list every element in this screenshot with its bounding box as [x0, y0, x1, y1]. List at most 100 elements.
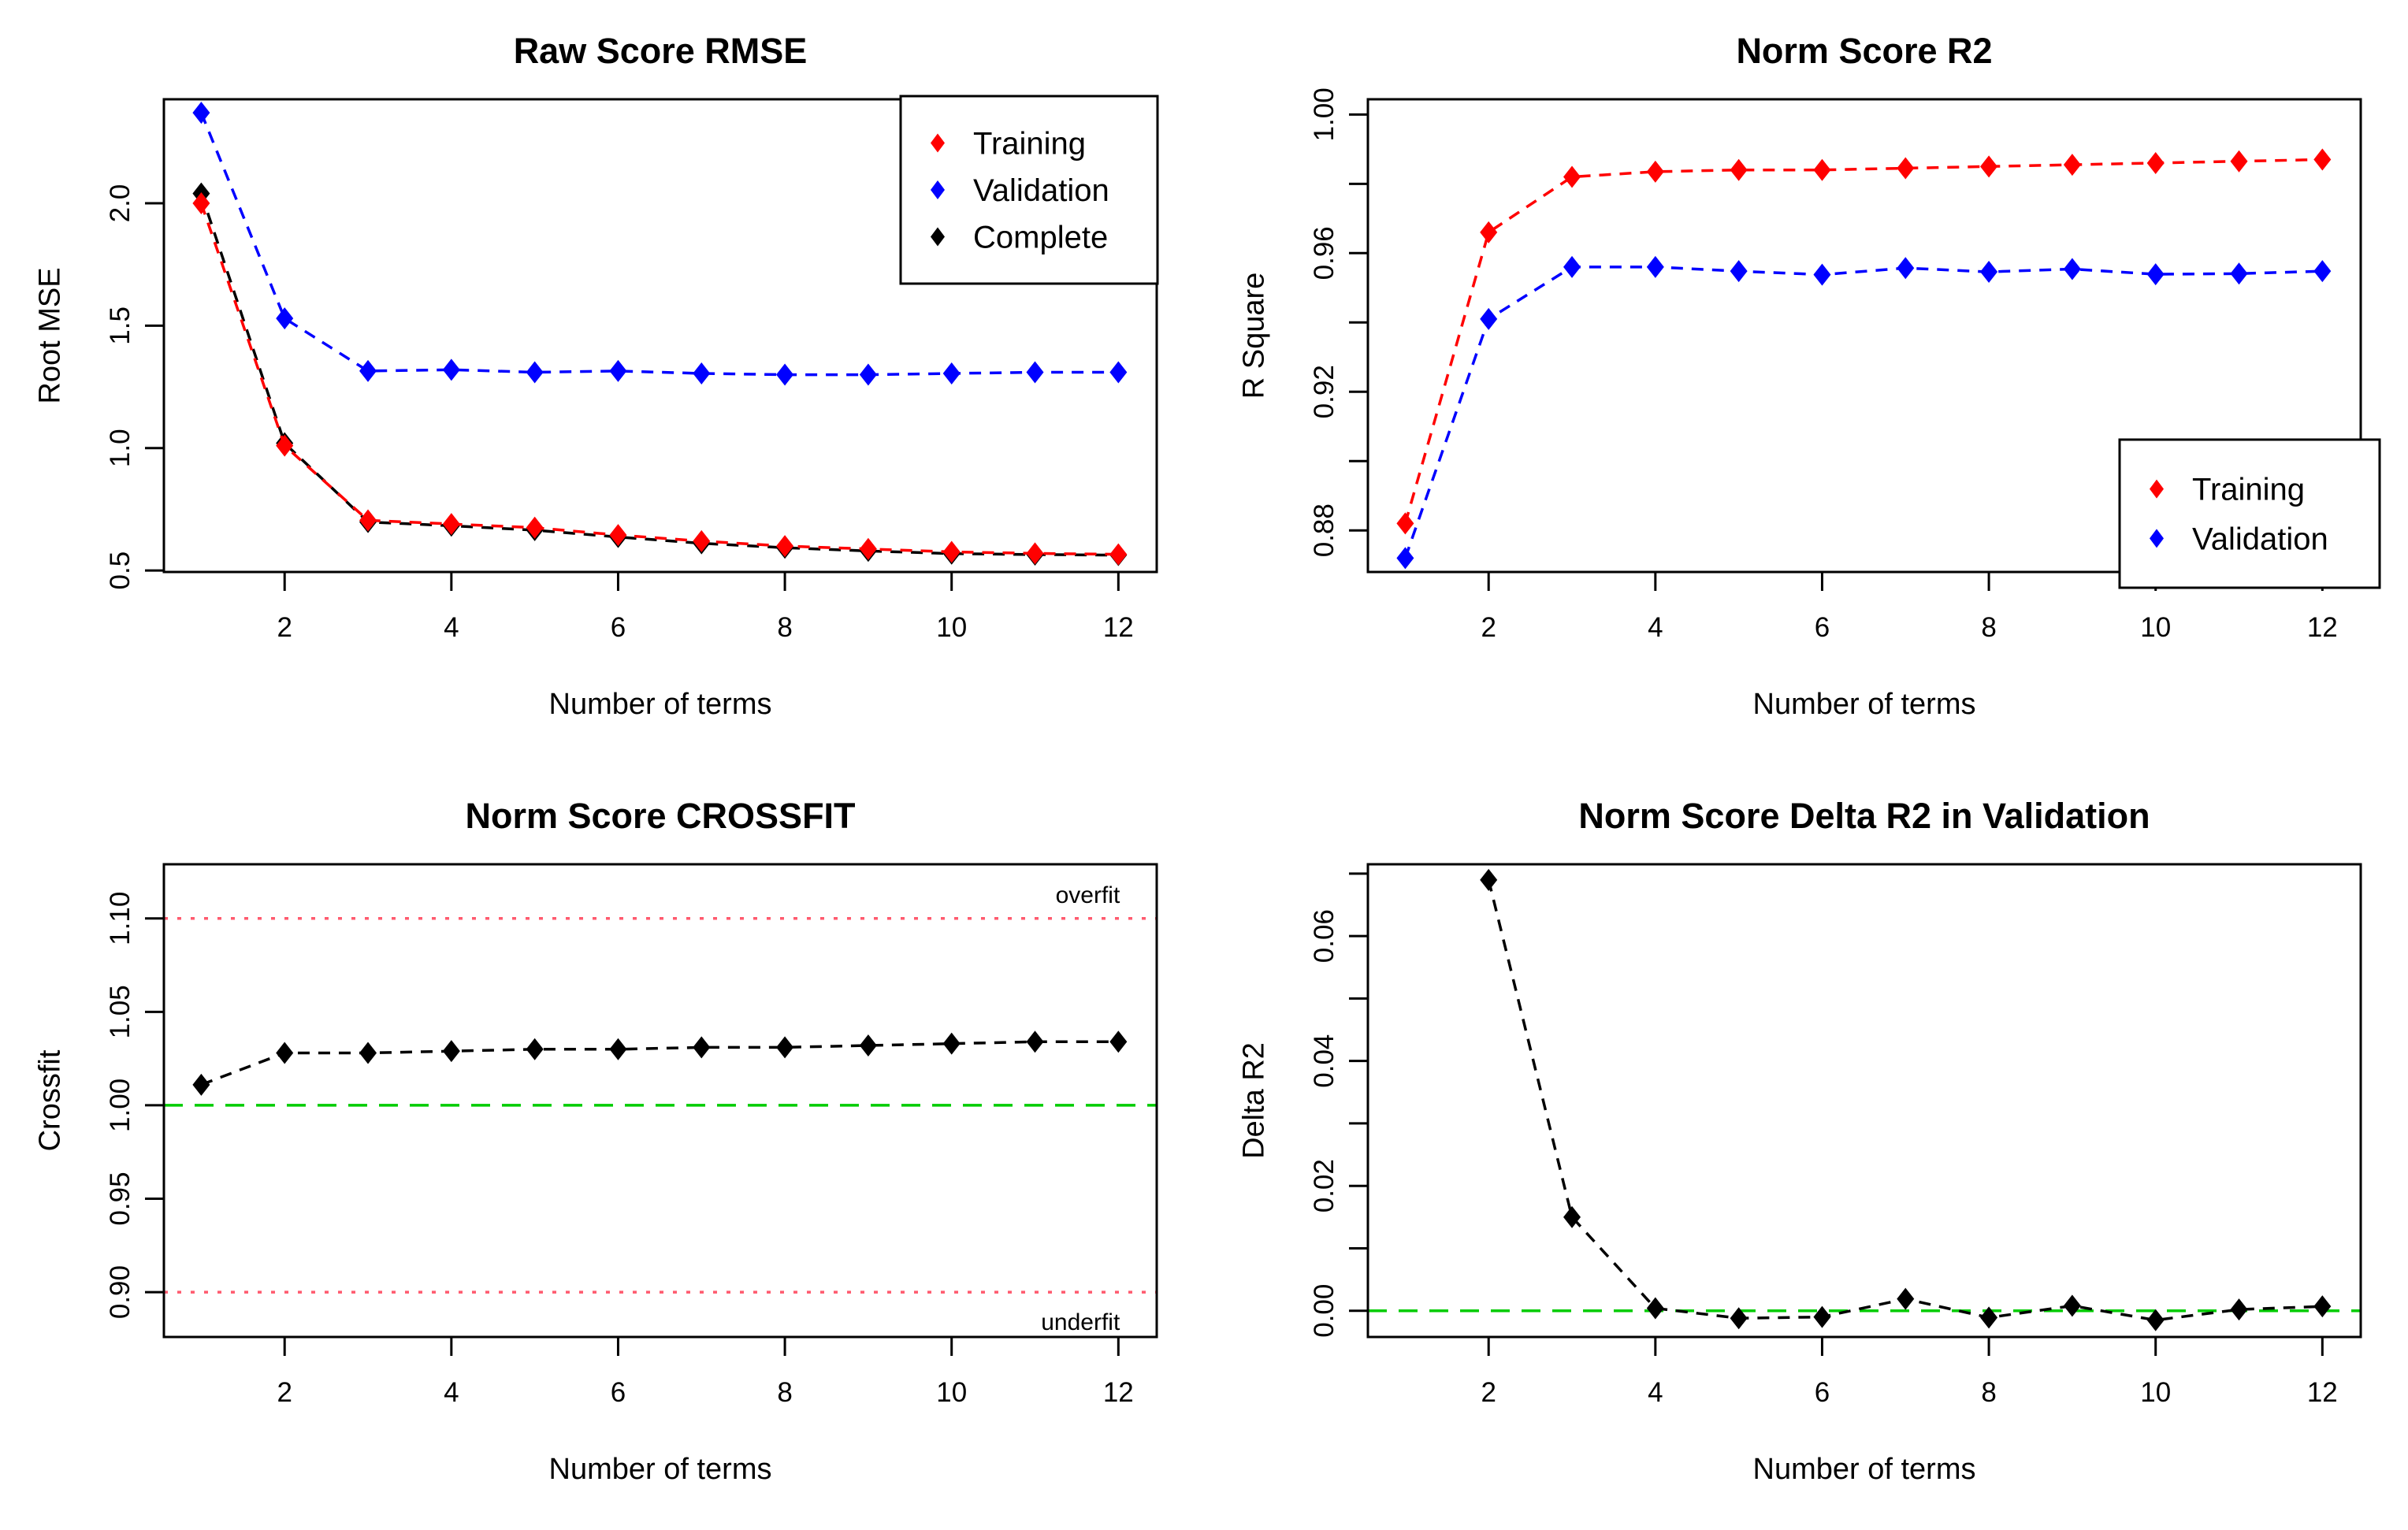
series-training-point	[1897, 157, 1915, 180]
series-training-point	[2313, 148, 2332, 171]
plot-title: Raw Score RMSE	[514, 31, 808, 71]
series-delta-r2-point	[1480, 868, 1498, 891]
x-tick-label: 12	[2307, 612, 2338, 643]
x-tick-label: 2	[277, 1377, 292, 1408]
series-validation-point	[942, 362, 961, 385]
series-training-point	[1109, 543, 1128, 566]
x-tick-label: 2	[1481, 1377, 1496, 1408]
x-tick-label: 12	[1103, 612, 1134, 643]
series-training-point	[776, 535, 794, 558]
x-axis-label: Number of terms	[1753, 688, 1976, 721]
legend-marker-complete	[931, 227, 945, 247]
series-crossfit-point	[609, 1038, 627, 1060]
series-training-point	[1980, 155, 1998, 178]
series-validation-point	[776, 363, 794, 386]
y-tick-label: 0.96	[1309, 226, 1340, 280]
series-training-point	[1396, 512, 1414, 535]
y-tick-label: 0.88	[1309, 503, 1340, 557]
y-tick-label: 0.5	[105, 551, 136, 590]
annotation-overfit: overfit	[1056, 882, 1120, 908]
series-validation-point	[2063, 258, 2081, 280]
legend-label-validation: Validation	[973, 173, 1109, 208]
series-crossfit-point	[1109, 1031, 1128, 1053]
legend-marker-validation	[2150, 529, 2164, 548]
series-training-point	[693, 529, 711, 552]
series-delta-r2-point	[1730, 1307, 1748, 1330]
series-crossfit-point	[693, 1036, 711, 1059]
annotation-underfit: underfit	[1041, 1309, 1120, 1335]
y-tick-label: 1.10	[105, 892, 136, 945]
series-delta-r2-point	[1980, 1306, 1998, 1329]
y-tick-label: 1.00	[105, 1079, 136, 1132]
legend-label-training: Training	[2192, 473, 2305, 507]
series-validation-point	[192, 102, 210, 124]
series-training-point	[2146, 151, 2165, 174]
plot-title: Norm Score Delta R2 in Validation	[1578, 796, 2150, 836]
x-tick-label: 2	[277, 612, 292, 643]
series-crossfit-point	[859, 1034, 877, 1057]
plot-box	[1366, 98, 2362, 574]
x-tick-label: 4	[444, 1377, 459, 1408]
legend-label-complete: Complete	[973, 221, 1108, 255]
y-tick-label: 0.02	[1309, 1159, 1340, 1212]
x-tick-label: 2	[1481, 612, 1496, 643]
plot-norm-score-r2: 2 4 6 8 10 12 0.88 0.92 0.96 1.00 Norm Score R2 Num…	[1237, 31, 2381, 721]
series-validation-point	[609, 359, 627, 382]
series-validation-point	[1980, 261, 1998, 284]
series-crossfit-point	[359, 1042, 377, 1064]
series-validation-point	[526, 361, 544, 384]
series-validation-point	[276, 307, 294, 330]
series-training-point	[609, 524, 627, 547]
series-validation-point	[442, 358, 460, 381]
x-tick-label: 8	[1981, 1377, 1996, 1408]
series-crossfit-point	[192, 1073, 210, 1096]
legend-box	[2118, 438, 2381, 589]
series-validation-point	[1109, 361, 1128, 384]
y-axis-label: R Square	[1237, 273, 1270, 399]
x-tick-label: 6	[1815, 612, 1830, 643]
series-training-point	[442, 513, 460, 536]
x-tick-label: 6	[611, 612, 626, 643]
legend-marker-validation	[931, 180, 945, 199]
series-training-point	[1563, 165, 1581, 188]
series-validation-point	[2146, 263, 2165, 286]
y-tick-label: 1.5	[105, 306, 136, 345]
y-tick-label: 1.0	[105, 429, 136, 467]
series-delta-r2-point	[1813, 1305, 1831, 1328]
series-validation-point	[693, 362, 711, 385]
plot-norm-score-delta-r2: 2 4 6 8 10 12 0.00 0.02 0.04 0.06 Norm Score Delta…	[1237, 796, 2362, 1486]
series-training-point	[276, 434, 294, 457]
series-training-point	[942, 540, 961, 563]
x-tick-label: 4	[444, 612, 459, 643]
y-tick-label: 0.00	[1309, 1284, 1340, 1338]
x-tick-label: 8	[1981, 612, 1996, 643]
series-training-point	[192, 192, 210, 215]
series-validation-point	[1730, 260, 1748, 283]
x-tick-label: 8	[777, 1377, 792, 1408]
legend-marker-training	[2150, 479, 2164, 499]
series-validation-point	[359, 359, 377, 382]
x-tick-label: 8	[777, 612, 792, 643]
series-crossfit-point	[276, 1042, 294, 1064]
series-training-point	[2230, 150, 2248, 173]
y-tick-label: 0.90	[105, 1265, 136, 1319]
series-delta-r2-line	[1487, 879, 2323, 1322]
series-training-point	[1730, 158, 1748, 181]
x-tick-label: 12	[2307, 1377, 2338, 1408]
series-validation-point	[859, 363, 877, 386]
x-tick-label: 4	[1648, 1377, 1663, 1408]
legend-label-validation: Validation	[2192, 522, 2328, 556]
series-delta-r2-point	[2146, 1309, 2165, 1331]
plot-raw-score-rmse: 2 4 6 8 10 12 0.5 1.0 1.5 2.0 Raw Score RMSE Number…	[33, 31, 1159, 721]
legend-marker-training	[931, 133, 945, 153]
plot-box	[162, 98, 1158, 574]
series-validation-point	[1480, 307, 1498, 330]
series-training-line	[199, 202, 1119, 556]
x-tick-label: 6	[1815, 1377, 1830, 1408]
series-validation-point	[1563, 255, 1581, 278]
x-axis-label: Number of terms	[549, 1453, 772, 1486]
series-validation-point	[1813, 263, 1831, 286]
plot-title: Norm Score CROSSFIT	[465, 796, 855, 836]
series-validation-point	[2230, 262, 2248, 285]
series-validation-point	[1396, 547, 1414, 570]
